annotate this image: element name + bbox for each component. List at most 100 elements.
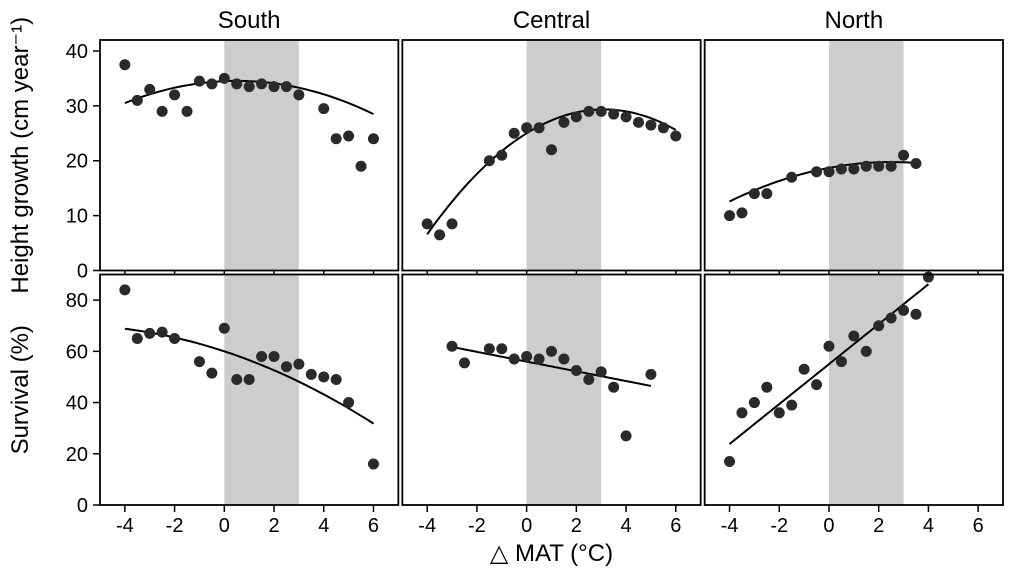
data-point [244, 82, 254, 92]
data-point [836, 357, 846, 367]
data-point [157, 106, 167, 116]
data-point [194, 357, 204, 367]
x-tick-label: -4 [116, 515, 134, 537]
y-tick-label: 30 [66, 96, 88, 118]
data-point [281, 362, 291, 372]
x-tick-label: -4 [721, 515, 739, 537]
y-tick-label: 20 [66, 444, 88, 466]
data-point [145, 328, 155, 338]
data-point [219, 323, 229, 333]
panel-south_top [93, 40, 398, 278]
column-title: South [218, 7, 281, 34]
data-point [269, 351, 279, 361]
data-point [257, 79, 267, 89]
data-point [319, 372, 329, 382]
y-tick-label: 40 [66, 41, 88, 63]
data-point [509, 128, 519, 138]
data-point [923, 272, 933, 282]
data-point [244, 375, 254, 385]
data-point [861, 161, 871, 171]
data-point [294, 90, 304, 100]
data-point [737, 208, 747, 218]
data-point [634, 117, 644, 127]
data-point [725, 211, 735, 221]
data-point [157, 327, 167, 337]
data-point [824, 167, 834, 177]
y-tick-label: 10 [66, 206, 88, 228]
panel-north_bottom [705, 272, 1003, 512]
shade-band [224, 275, 299, 506]
data-point [207, 79, 217, 89]
chart-svg: 010203040-4-20246020406080-4-20246-4-202… [0, 0, 1023, 575]
data-point [836, 164, 846, 174]
data-point [257, 351, 267, 361]
data-point [207, 368, 217, 378]
data-point [547, 346, 557, 356]
data-point [497, 344, 507, 354]
x-tick-label: 4 [621, 515, 632, 537]
data-point [232, 79, 242, 89]
data-point [459, 358, 469, 368]
data-point [671, 131, 681, 141]
data-point [306, 369, 316, 379]
data-point [886, 313, 896, 323]
panel-south_bottom [93, 275, 398, 513]
x-tick-label: 2 [873, 515, 884, 537]
panel-north_top [705, 40, 1003, 278]
x-tick-label: -4 [418, 515, 436, 537]
data-point [762, 382, 772, 392]
data-point [584, 106, 594, 116]
data-point [886, 161, 896, 171]
data-point [571, 366, 581, 376]
data-point [559, 117, 569, 127]
x-axis-label: △ MAT (°C) [490, 540, 613, 567]
data-point [269, 82, 279, 92]
x-tick-label: -2 [468, 515, 486, 537]
data-point [319, 104, 329, 114]
data-point [874, 161, 884, 171]
y-tick-label: 20 [66, 151, 88, 173]
data-point [219, 73, 229, 83]
data-point [344, 398, 354, 408]
data-point [621, 112, 631, 122]
y-tick-label: 80 [66, 290, 88, 312]
data-point [170, 90, 180, 100]
data-point [774, 408, 784, 418]
data-point [749, 398, 759, 408]
data-point [484, 344, 494, 354]
data-point [368, 459, 378, 469]
data-point [749, 189, 759, 199]
data-point [849, 164, 859, 174]
panel-central_top [402, 40, 700, 278]
column-title: Central [513, 7, 590, 34]
x-tick-label: 6 [670, 515, 681, 537]
data-point [447, 341, 457, 351]
data-point [120, 285, 130, 295]
data-point [447, 219, 457, 229]
data-point [861, 346, 871, 356]
data-point [435, 230, 445, 240]
data-point [294, 359, 304, 369]
shade-band [829, 275, 904, 506]
data-point [899, 305, 909, 315]
data-point [799, 364, 809, 374]
column-title: North [824, 7, 883, 34]
data-point [368, 134, 378, 144]
data-point [621, 431, 631, 441]
x-tick-label: 2 [268, 515, 279, 537]
data-point [344, 131, 354, 141]
data-point [356, 161, 366, 171]
shade-band [527, 40, 602, 271]
data-point [824, 341, 834, 351]
data-point [132, 95, 142, 105]
shade-band [527, 275, 602, 506]
shade-band [224, 40, 299, 271]
data-point [522, 351, 532, 361]
data-point [737, 408, 747, 418]
y-tick-label: 60 [66, 341, 88, 363]
data-point [331, 134, 341, 144]
x-tick-label: 0 [219, 515, 230, 537]
data-point [596, 367, 606, 377]
data-point [182, 106, 192, 116]
x-tick-label: 4 [923, 515, 934, 537]
